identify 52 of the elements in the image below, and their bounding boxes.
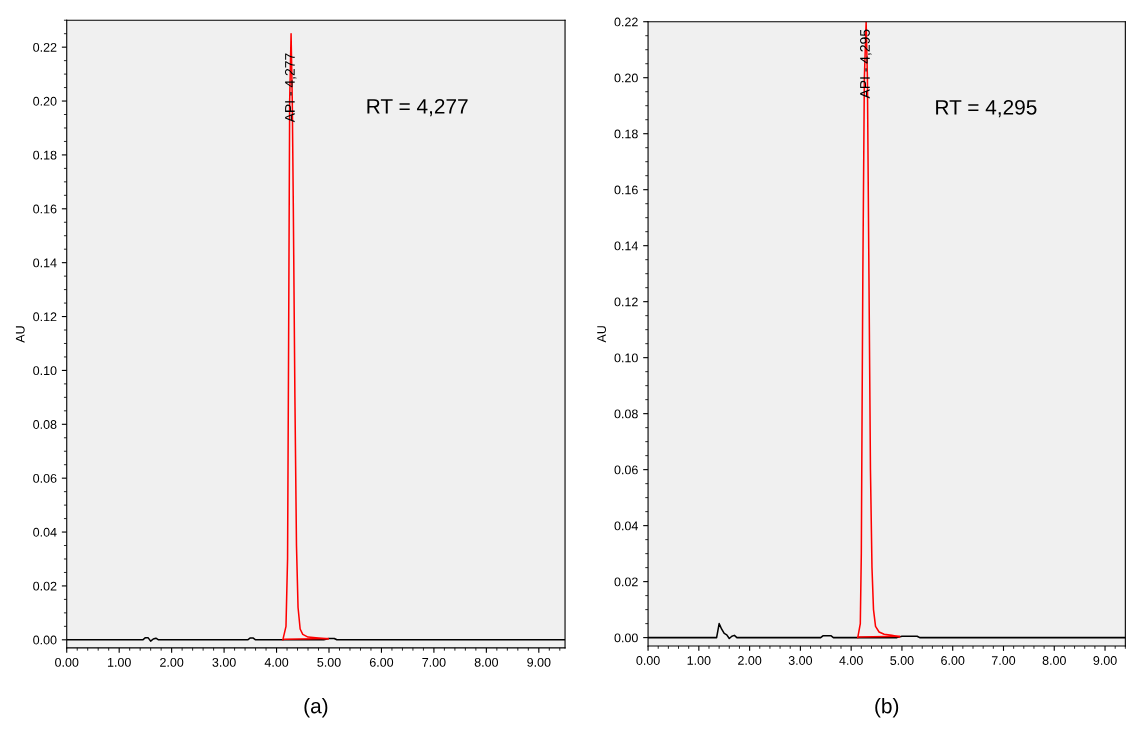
x-tick-label: 3.00 bbox=[212, 657, 236, 667]
y-tick-label: 0.12 bbox=[614, 297, 638, 307]
x-tick-label: 8.00 bbox=[1042, 656, 1066, 665]
x-tick-label: 7.00 bbox=[991, 656, 1016, 665]
y-tick-label: 0.20 bbox=[33, 96, 57, 106]
y-tick-label: 0.06 bbox=[614, 465, 638, 475]
y-tick-label: 0.06 bbox=[33, 473, 57, 483]
annotation: API - 4,277 bbox=[284, 53, 297, 123]
x-tick-label: 3.00 bbox=[788, 656, 813, 665]
x-tick-label: 0.00 bbox=[55, 657, 79, 667]
x-tick-label: 9.00 bbox=[1093, 656, 1117, 665]
y-tick-label: 0.02 bbox=[614, 577, 638, 587]
y-tick-label: 0.16 bbox=[614, 185, 638, 195]
text: (a) bbox=[304, 698, 328, 718]
y-tick-label: 0.18 bbox=[33, 150, 57, 160]
y-tick-label: 0.00 bbox=[614, 633, 638, 643]
annotation: RT = 4,295 bbox=[936, 99, 1037, 118]
y-tick-label: 0.02 bbox=[33, 581, 57, 591]
x-tick-label: 6.00 bbox=[369, 657, 394, 667]
y-tick-label: 0.18 bbox=[614, 129, 638, 139]
y-tick-label: 0.14 bbox=[33, 258, 57, 268]
x-tick-label: 5.00 bbox=[890, 656, 914, 665]
x-tick-label: 6.00 bbox=[941, 656, 965, 665]
y-tick-label: 0.04 bbox=[614, 521, 638, 531]
y-tick-label: 0.10 bbox=[33, 366, 57, 376]
x-tick-label: 1.00 bbox=[107, 657, 131, 667]
y-tick-label: 0.22 bbox=[33, 42, 57, 52]
x-tick-label: 7.00 bbox=[422, 657, 446, 667]
y-tick-label: 0.04 bbox=[33, 527, 57, 537]
y-axis-title: AU bbox=[15, 326, 25, 343]
x-tick-label: 1.00 bbox=[687, 656, 711, 665]
y-axis-title: AU bbox=[597, 326, 606, 343]
x-tick-label: 4.00 bbox=[839, 656, 863, 665]
x-tick-label: 4.00 bbox=[264, 657, 289, 667]
x-tick-label: 2.00 bbox=[738, 656, 762, 665]
x-tick-label: 0.00 bbox=[636, 656, 660, 665]
y-tick-label: 0.14 bbox=[614, 241, 638, 251]
x-tick-label: 5.00 bbox=[317, 657, 341, 667]
x-tick-label: 2.00 bbox=[160, 657, 184, 667]
y-tick-label: 0.22 bbox=[614, 17, 638, 27]
annotation: RT = 4,277 bbox=[367, 98, 468, 117]
text: (b) bbox=[875, 698, 899, 718]
y-tick-label: 0.00 bbox=[33, 635, 57, 645]
x-tick-label: 9.00 bbox=[527, 657, 551, 667]
x-tick-label: 8.00 bbox=[474, 657, 499, 667]
y-tick-label: 0.16 bbox=[33, 204, 57, 214]
y-tick-label: 0.20 bbox=[614, 73, 638, 83]
y-tick-label: 0.08 bbox=[33, 420, 57, 429]
annotation: API - 4,295 bbox=[860, 29, 872, 99]
y-tick-label: 0.08 bbox=[614, 409, 638, 419]
y-tick-label: 0.10 bbox=[614, 353, 638, 363]
y-tick-label: 0.12 bbox=[33, 312, 57, 322]
